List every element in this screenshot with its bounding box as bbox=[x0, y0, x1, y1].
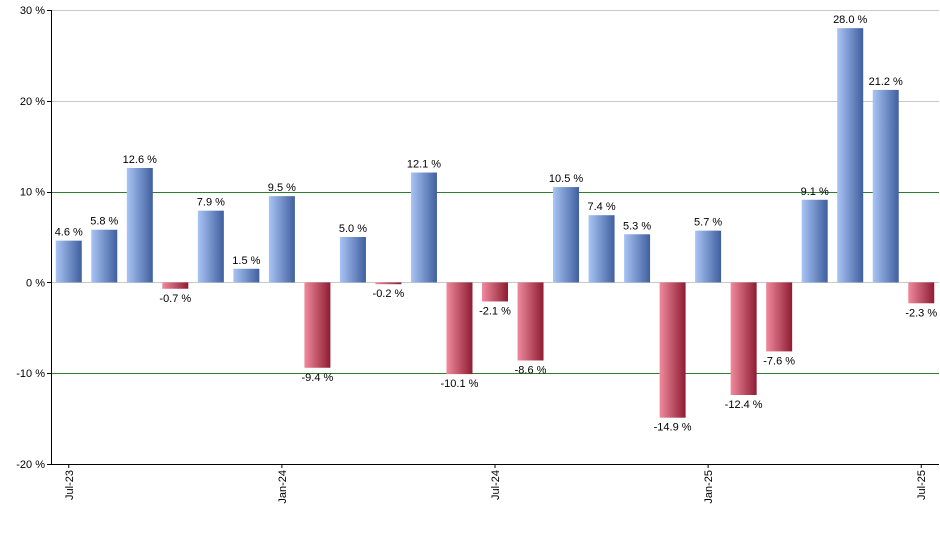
bar-Jan-24 bbox=[268, 196, 295, 283]
data-label-Feb-25: -12.4 % bbox=[725, 399, 763, 411]
bar-Dec-23 bbox=[233, 268, 260, 283]
data-label-Feb-24: -9.4 % bbox=[302, 372, 334, 384]
bar-Oct-23 bbox=[162, 282, 189, 289]
bar-Dec-24 bbox=[659, 282, 686, 418]
y-tick-label: 30 % bbox=[20, 5, 45, 17]
x-tick-label: Jan-24 bbox=[277, 470, 289, 504]
data-label-May-25: 28.0 % bbox=[833, 14, 867, 26]
bar-Mar-24 bbox=[339, 237, 366, 283]
data-label-Oct-24: 7.4 % bbox=[587, 201, 615, 213]
bar-Jan-25 bbox=[695, 230, 722, 283]
data-label-Aug-24: -8.6 % bbox=[515, 364, 547, 376]
x-tick-label: Jul-23 bbox=[64, 470, 76, 500]
bar-Oct-24 bbox=[588, 215, 615, 283]
bars-layer bbox=[55, 28, 935, 418]
data-label-Jul-25: -2.3 % bbox=[905, 307, 937, 319]
data-label-Dec-24: -14.9 % bbox=[654, 422, 692, 434]
x-tick-label: Jul-24 bbox=[490, 470, 502, 500]
bar-Jun-24 bbox=[446, 282, 473, 375]
bar-May-25 bbox=[837, 28, 864, 283]
data-label-Mar-24: 5.0 % bbox=[339, 223, 367, 235]
bar-Aug-24 bbox=[517, 282, 544, 361]
x-tick-label: Jul-25 bbox=[916, 470, 928, 500]
data-label-Nov-24: 5.3 % bbox=[623, 220, 651, 232]
bar-Apr-24 bbox=[375, 282, 402, 285]
data-label-Aug-23: 5.8 % bbox=[90, 216, 118, 228]
data-label-Jan-25: 5.7 % bbox=[694, 217, 722, 229]
data-label-Nov-23: 7.9 % bbox=[197, 197, 225, 209]
data-label-Sep-23: 12.6 % bbox=[123, 154, 157, 166]
data-label-Jul-23: 4.6 % bbox=[55, 227, 83, 239]
y-tick-label: 0 % bbox=[26, 277, 45, 289]
data-label-Jun-25: 21.2 % bbox=[869, 76, 903, 88]
y-tick-label: 10 % bbox=[20, 187, 45, 199]
data-label-Sep-24: 10.5 % bbox=[549, 173, 583, 185]
bar-Apr-25 bbox=[801, 199, 828, 283]
axis-layer: -20 % -10 % 0 % 10 % 20 % 30 % Jul-23 Jan-24 Jul… bbox=[16, 5, 939, 504]
bar-Feb-25 bbox=[730, 282, 757, 395]
bar-Sep-23 bbox=[126, 167, 153, 283]
bar-Sep-24 bbox=[553, 187, 580, 283]
data-label-Jun-24: -10.1 % bbox=[441, 378, 479, 390]
bar-Mar-25 bbox=[766, 282, 793, 352]
data-label-Oct-23: -0.7 % bbox=[159, 293, 191, 305]
data-label-Jan-24: 9.5 % bbox=[268, 182, 296, 194]
data-label-Apr-24: -0.2 % bbox=[373, 288, 405, 300]
data-label-May-24: 12.1 % bbox=[407, 159, 441, 171]
bar-Nov-23 bbox=[197, 210, 224, 283]
bar-Jul-23 bbox=[55, 240, 82, 283]
data-label-Mar-25: -7.6 % bbox=[763, 355, 795, 367]
bar-Jul-25 bbox=[908, 282, 935, 304]
data-label-Apr-25: 9.1 % bbox=[801, 186, 829, 198]
data-label-Jul-24: -2.1 % bbox=[479, 305, 511, 317]
labels-layer: 4.6 % 5.8 % 12.6 % -0.7 % 7.9 % 1.5 % 9.5 % -9.… bbox=[55, 14, 938, 434]
y-tick-label: -20 % bbox=[16, 459, 45, 471]
y-tick-label: -10 % bbox=[16, 368, 45, 380]
bar-Jun-25 bbox=[872, 89, 899, 283]
bar-Nov-24 bbox=[624, 234, 651, 283]
y-tick-label: 20 % bbox=[20, 96, 45, 108]
bar-Aug-23 bbox=[91, 229, 118, 283]
x-tick-label: Jan-25 bbox=[703, 470, 715, 504]
bar-Jul-24 bbox=[482, 282, 508, 302]
bar-May-24 bbox=[410, 172, 437, 283]
bar-Feb-24 bbox=[304, 282, 331, 368]
data-label-Dec-23: 1.5 % bbox=[232, 255, 260, 267]
